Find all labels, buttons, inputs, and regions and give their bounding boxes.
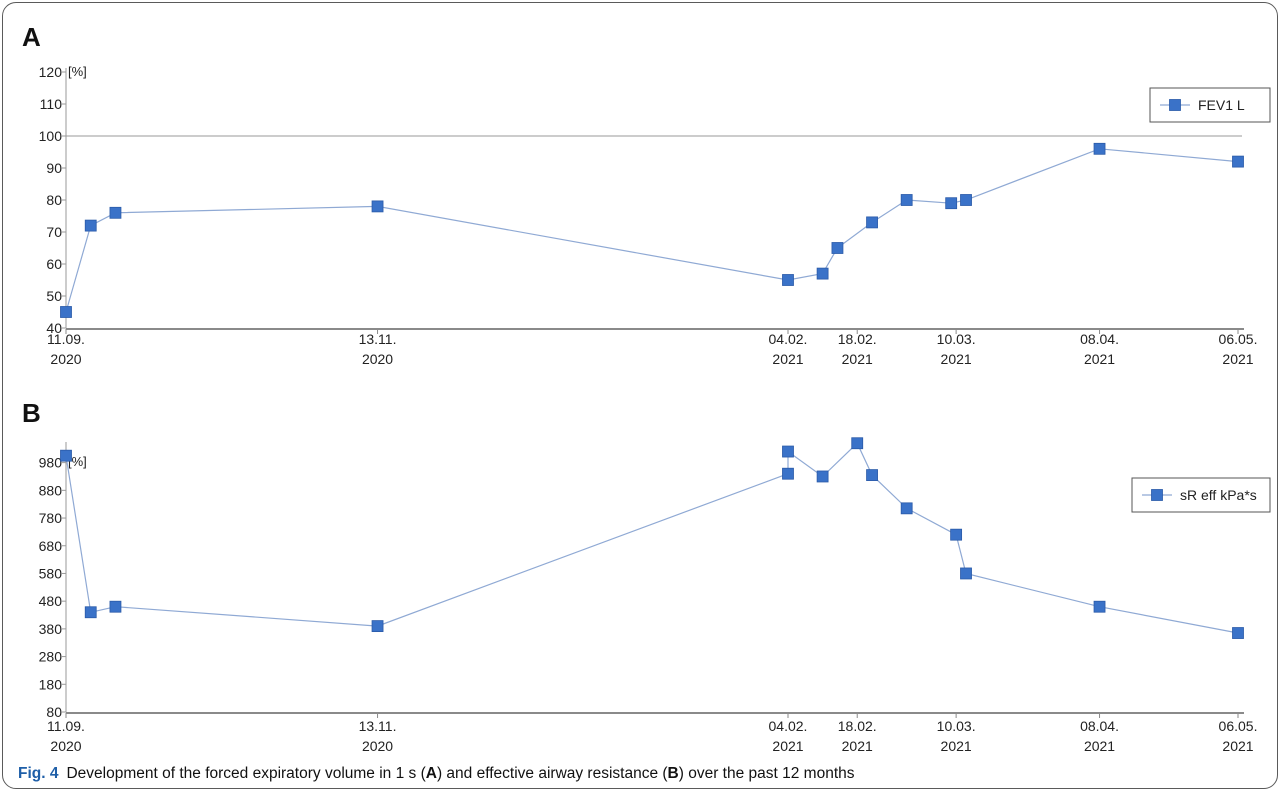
panel-a-x-tick-label-day: 04.02.	[769, 331, 808, 347]
panel-b-letter: B	[22, 398, 41, 428]
panel-b-y-tick-label: 980	[39, 455, 63, 471]
caption-text-2: ) and effective airway resistance (	[436, 765, 668, 782]
panel-a-x-tick-label-year: 2021	[1222, 351, 1253, 367]
panel-a-x-tick-label-day: 06.05.	[1219, 331, 1258, 347]
panel-b-data-point	[960, 567, 972, 580]
panel-b-legend-label: sR eff kPa*s	[1180, 487, 1257, 503]
panel-b-x-tick-label-day: 11.09.	[47, 718, 85, 734]
panel-b-x-tick-label-year: 2020	[362, 738, 393, 754]
panel-b-data-point	[782, 467, 794, 480]
panel-a-y-tick-label: 60	[46, 256, 62, 272]
panel-b-data-point	[109, 600, 122, 613]
panel-a-unit-label: [%]	[68, 64, 87, 79]
panel-a-y-tick-label: 80	[46, 192, 62, 208]
panel-b-data-point	[900, 502, 913, 515]
panel-a-data-point	[371, 200, 384, 213]
panel-a-x-tick-label-year: 2021	[941, 351, 972, 367]
panel-b-data-point	[851, 437, 864, 450]
panel-b-x-tick-label-year: 2021	[842, 738, 873, 754]
panel-b-y-tick-label: 480	[39, 593, 63, 609]
panel-a-data-point	[782, 274, 794, 286]
panel-b-data-point	[816, 470, 829, 483]
panel-b-series-line	[65, 442, 1239, 634]
panel-a-data-point	[831, 242, 844, 254]
panel-a-x-tick-label-year: 2021	[772, 351, 803, 367]
panel-a-x-tick-label-year: 2020	[362, 351, 393, 367]
panel-b-x-tick-label-day: 06.05.	[1219, 718, 1258, 734]
panel-a-data-point	[945, 197, 958, 210]
panel-b-data-point	[371, 620, 384, 633]
panel-a-legend-marker	[1169, 99, 1181, 111]
panel-b-x-tick-label-year: 2020	[50, 738, 81, 754]
panel-b-data-point	[1232, 627, 1244, 639]
panel-a-data-point	[1232, 155, 1244, 168]
panel-a-y-tick-label: 110	[40, 96, 63, 112]
caption-text-3: ) over the past 12 months	[678, 765, 855, 782]
panel-a-legend-label: FEV1 L	[1198, 97, 1245, 113]
panel-a-x-tick-label-year: 2020	[50, 351, 81, 367]
panel-b-y-tick-label: 680	[39, 538, 63, 554]
panel-a-x-tick-label-year: 2021	[1084, 351, 1115, 367]
panel-a-x-tick-label-day: 10.03.	[937, 331, 976, 347]
panel-b-y-tick-label: 180	[39, 676, 63, 692]
panel-a-data-point	[84, 219, 97, 232]
panel-b-unit-label: [%]	[68, 454, 87, 469]
panel-a-data-point	[960, 194, 972, 206]
panel-a-x-tick-label-year: 2021	[842, 351, 873, 367]
panel-b-y-tick-label: 380	[39, 621, 63, 637]
panel-b-data-point	[60, 449, 72, 462]
panel-b-x-tick-label-year: 2021	[1222, 738, 1253, 754]
panel-b-y-tick-label: 580	[39, 565, 63, 581]
figure-number: Fig. 4	[18, 765, 59, 782]
panel-a-data-point	[900, 194, 913, 206]
panel-b-x-tick-label-day: 10.03.	[937, 718, 976, 734]
panel-a-letter: A	[22, 22, 41, 52]
panel-b-x-tick-label-year: 2021	[772, 738, 803, 754]
figure-caption: Fig. 4 Development of the forced expirato…	[18, 765, 855, 783]
panel-b-y-tick-label: 880	[39, 482, 63, 498]
caption-text-1: Development of the forced expiratory vol…	[66, 765, 426, 782]
panel-b-y-tick-label: 280	[39, 649, 63, 665]
panel-a-y-tick-label: 50	[46, 288, 62, 304]
panel-b-x-tick-label-day: 18.02.	[838, 718, 877, 734]
panel-a-data-point	[866, 216, 878, 229]
panel-a-y-tick-label: 120	[39, 64, 63, 80]
panel-a-data-point	[60, 306, 72, 318]
panel-b-x-tick-label-day: 08.04.	[1080, 718, 1119, 734]
panel-a-y-tick-label: 90	[46, 160, 62, 176]
panel-a-y-tick-label: 70	[46, 224, 62, 240]
panel-b-y-tick-label: 80	[46, 704, 62, 720]
caption-ref-b: B	[667, 765, 679, 782]
panel-a-x-tick-label-day: 13.11.	[359, 331, 397, 347]
panel-b-data-point	[866, 469, 878, 481]
panel-b-x-tick-label-day: 13.11.	[359, 718, 397, 734]
panel-a-x-tick-label-day: 11.09.	[47, 331, 85, 347]
panel-b-data-point	[84, 606, 97, 619]
panel-a-data-point	[816, 267, 829, 280]
caption-ref-a: A	[425, 765, 437, 782]
panel-b-x-tick-label-year: 2021	[941, 738, 972, 754]
panel-a-data-point	[1093, 142, 1106, 155]
panel-b-data-point	[782, 445, 794, 458]
panel-b-data-point	[950, 528, 963, 541]
panel-a-x-tick-label-day: 18.02.	[838, 331, 877, 347]
panel-a-data-point	[109, 206, 122, 219]
panel-b-x-tick-label-day: 04.02.	[769, 718, 808, 734]
panel-b-x-tick-label-year: 2021	[1084, 738, 1115, 754]
panel-b-y-tick-label: 780	[39, 510, 63, 526]
panel-b-data-point	[1093, 600, 1106, 613]
panel-a-series-line	[65, 148, 1239, 313]
panel-a-x-tick-label-day: 08.04.	[1080, 331, 1119, 347]
panel-a-y-tick-label: 40	[46, 320, 62, 336]
panel-a-y-tick-label: 100	[39, 128, 63, 144]
panel-b-legend-marker	[1151, 489, 1163, 501]
